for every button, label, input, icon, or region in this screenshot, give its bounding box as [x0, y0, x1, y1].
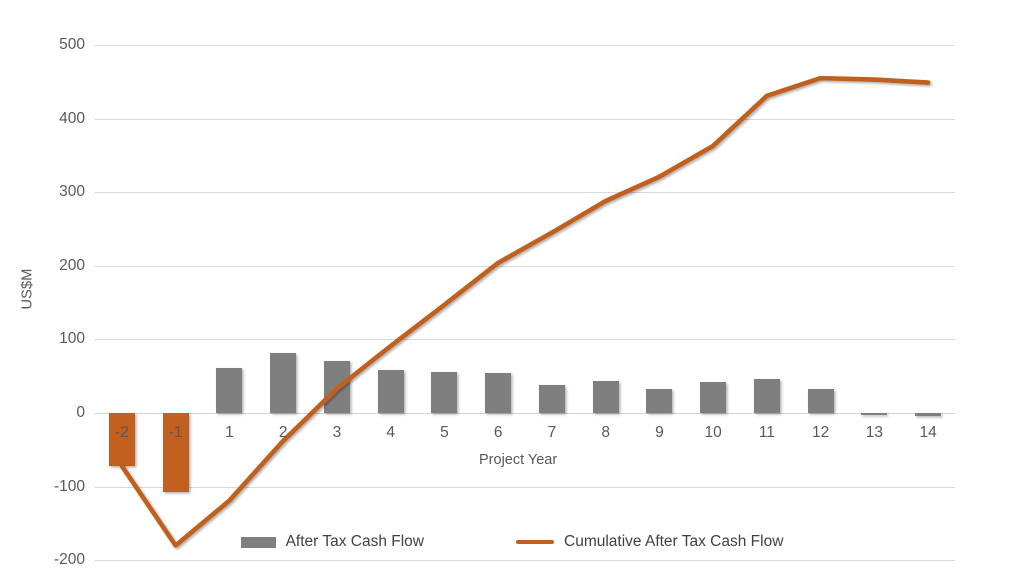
bar: [538, 385, 565, 413]
x-axis-tick-label: 10: [704, 424, 722, 441]
x-axis-tick-label: -2: [114, 424, 129, 441]
y-axis-tick-label: 400: [59, 109, 85, 127]
x-axis-tick-label: -1: [168, 424, 183, 441]
y-axis-tick-label: 0: [76, 404, 85, 421]
y-axis-tick-label: 200: [59, 256, 85, 274]
line-swatch-icon: [516, 540, 554, 544]
gridline: [95, 192, 955, 194]
bar: [431, 371, 458, 413]
cumulative-line-path: [119, 75, 931, 548]
y-axis-tick-label: 300: [59, 183, 85, 201]
bar: [753, 379, 780, 413]
legend-item-after-tax-cash-flow[interactable]: After Tax Cash Flow: [240, 533, 424, 551]
x-axis-tick-label: 6: [493, 424, 503, 441]
gridline: [95, 265, 955, 267]
x-axis-title-label: Project Year: [479, 452, 558, 468]
gridline: [95, 560, 955, 562]
bar: [700, 382, 727, 413]
x-axis-tick-label: 3: [332, 424, 342, 441]
gridline: [95, 486, 955, 488]
bar-swatch-icon: [240, 536, 276, 548]
bar: [216, 368, 243, 413]
legend-item-label: Cumulative After Tax Cash Flow: [564, 533, 784, 550]
y-axis-tick-labels: 500 400 300 200 100 0 -100 -200: [0, 0, 85, 578]
x-axis-tick-label: 5: [440, 424, 449, 441]
bar: [915, 413, 942, 416]
gridline: [95, 413, 955, 414]
x-axis-tick-label: 12: [812, 424, 830, 441]
x-axis-tick-label: 4: [386, 424, 395, 441]
y-axis-tick-label: -200: [53, 551, 85, 569]
legend-item-label: After Tax Cash Flow: [285, 533, 424, 550]
gridline: [95, 118, 955, 120]
bar: [108, 413, 135, 466]
x-axis-tick-label: 14: [919, 424, 937, 441]
bar: [861, 413, 888, 415]
x-axis-tick-label: 1: [225, 424, 234, 441]
bar: [592, 381, 619, 413]
x-axis-tick-label: 9: [655, 424, 664, 441]
bar: [807, 389, 834, 413]
bar: [162, 413, 189, 493]
x-axis-tick-label: 2: [278, 424, 288, 441]
legend-item-cumulative-after-tax-cash-flow[interactable]: Cumulative After Tax Cash Flow: [516, 533, 783, 551]
x-axis-title: Project Year: [479, 452, 557, 468]
y-axis-tick-label: 100: [59, 330, 85, 348]
x-axis-tick-label: 7: [547, 424, 557, 441]
gridline: [95, 339, 955, 341]
bar: [646, 388, 673, 413]
y-axis-tick-label: -100: [53, 477, 85, 495]
gridline: [95, 45, 955, 46]
bar: [485, 372, 512, 413]
y-axis-tick-label: 500: [59, 36, 85, 53]
bar: [377, 370, 404, 413]
plot-area: -2 -1 1 2 3 4 5 6 7 8 9 10 11 12 13 14 Project Year: [95, 0, 955, 578]
chart-legend: After Tax Cash Flow Cumulative After Tax…: [0, 533, 1024, 551]
x-axis-tick-label: 8: [601, 424, 610, 441]
x-axis-tick-label: 11: [758, 424, 775, 441]
bar: [270, 353, 297, 413]
x-axis-tick-label: 13: [865, 424, 883, 441]
cumulative-line-series: [119, 75, 931, 548]
